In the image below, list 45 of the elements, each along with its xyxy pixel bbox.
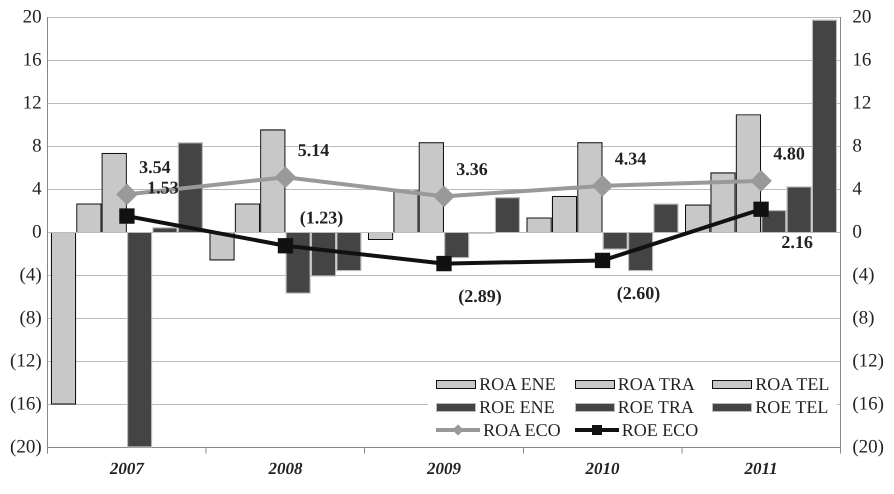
y2-tick-label: 12 <box>852 92 872 114</box>
y-tick-label: 20 <box>22 6 42 28</box>
data-label: 3.54 <box>139 157 171 178</box>
data-label: 3.36 <box>456 159 488 180</box>
legend-label: ROE ENE <box>479 396 555 418</box>
legend-label: ROA TEL <box>755 374 830 395</box>
data-label: 2.16 <box>781 232 813 252</box>
legend-label: ROE TEL <box>755 396 828 418</box>
data-label: (1.23) <box>300 207 344 228</box>
data-label: 5.14 <box>298 140 330 160</box>
y2-tick-label: (4) <box>852 264 874 286</box>
legend-label: ROA TRA <box>618 374 695 395</box>
y-tick-label: (8) <box>20 308 42 329</box>
y-tick-label: (20) <box>10 436 42 458</box>
data-label: (2.60) <box>616 283 660 304</box>
y-tick-label: (12) <box>10 350 42 372</box>
y-tick-label: 12 <box>22 92 42 114</box>
x-tick-label: 2010 <box>584 459 620 478</box>
y2-tick-label: 0 <box>852 221 862 242</box>
data-label: 4.80 <box>773 144 805 164</box>
x-tick-label: 2009 <box>426 459 462 478</box>
x-tick-label: 2011 <box>744 459 778 478</box>
y-tick-label: 8 <box>32 135 42 156</box>
legend-label: ROE ECO <box>622 420 698 441</box>
x-tick-label: 2007 <box>108 459 146 478</box>
y2-tick-label: 4 <box>852 178 862 200</box>
data-label: (2.89) <box>458 286 502 306</box>
x-tick-label: 2008 <box>267 459 303 478</box>
y2-tick-label: 16 <box>852 49 872 70</box>
y2-tick-label: (8) <box>852 308 874 329</box>
y-tick-label: (4) <box>20 264 42 286</box>
y2-tick-label: (16) <box>852 394 884 415</box>
y-tick-label: 4 <box>32 178 42 200</box>
legend-label: ROE TRA <box>618 396 694 418</box>
y-tick-label: (16) <box>10 394 42 415</box>
y2-tick-label: (12) <box>852 350 884 372</box>
legend-label: ROA ENE <box>479 374 556 395</box>
legend-label: ROA ECO <box>483 420 561 441</box>
data-label: 4.34 <box>614 148 646 168</box>
y2-tick-label: 8 <box>852 135 862 156</box>
y-tick-label: 16 <box>22 49 42 70</box>
y2-tick-label: (20) <box>852 436 884 458</box>
y2-tick-label: 20 <box>852 6 872 28</box>
data-label: 1.53 <box>147 178 179 198</box>
y-tick-label: 0 <box>32 221 42 242</box>
